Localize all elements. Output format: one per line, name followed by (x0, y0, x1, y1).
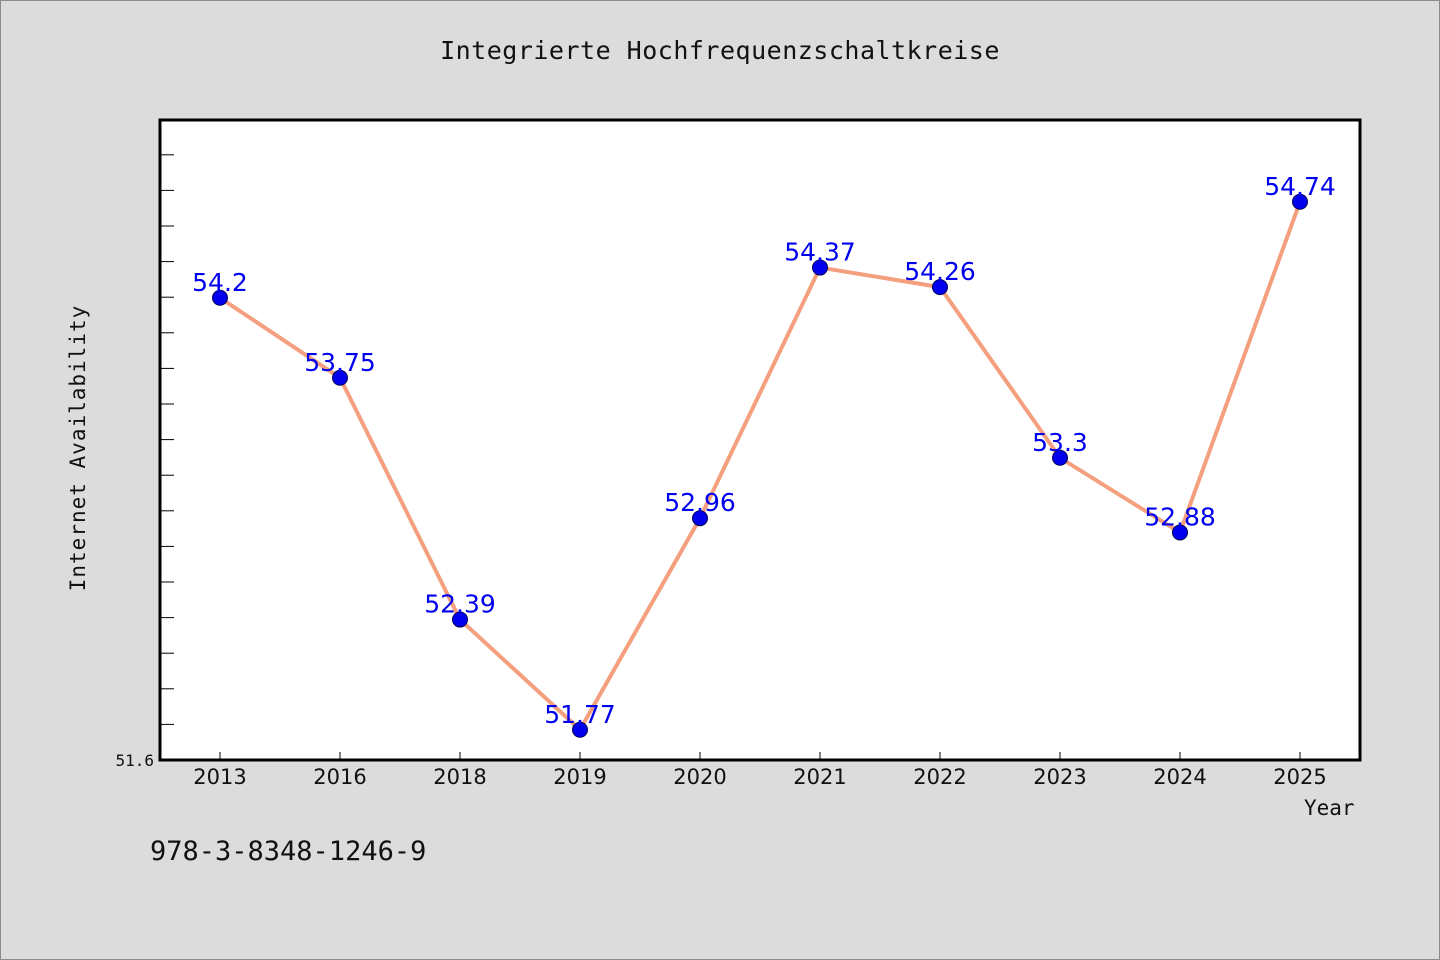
data-label: 54.74 (1264, 172, 1336, 201)
x-tick-label: 2024 (1153, 765, 1206, 789)
x-tick-label: 2023 (1033, 765, 1086, 789)
data-point-marker (692, 510, 708, 527)
x-axis-label: Year (1304, 796, 1355, 820)
data-label: 53.75 (304, 348, 376, 377)
data-label: 54.37 (784, 238, 856, 267)
data-point-marker (332, 369, 348, 386)
x-tick-label: 2013 (193, 765, 246, 789)
data-point-marker (1052, 449, 1068, 466)
x-tick-label: 2025 (1273, 765, 1326, 789)
data-label: 51.77 (544, 700, 616, 729)
x-axis-ticks: 2013 2016 2018 2019 2020 2021 2022 2023 2024 2025 (193, 752, 1327, 789)
x-tick-label: 2020 (673, 765, 726, 789)
data-label: 53.3 (1032, 428, 1088, 457)
isbn-text: 978-3-8348-1246-9 (150, 836, 427, 867)
data-point-marker (452, 611, 468, 628)
data-point-marker (572, 721, 588, 738)
data-point-marker (812, 259, 828, 276)
data-label: 54.26 (904, 257, 976, 286)
data-point-marker (1292, 193, 1308, 210)
data-label: 52.96 (664, 488, 736, 517)
x-tick-label: 2019 (553, 765, 606, 789)
y-axis-minor-ticks (160, 154, 174, 725)
x-tick-label: 2021 (793, 765, 846, 789)
x-tick-label: 2022 (913, 765, 966, 789)
series-line (218, 201, 1302, 732)
data-point-marker (932, 279, 948, 296)
data-label: 54.2 (192, 268, 248, 297)
data-point-marker (1172, 524, 1188, 541)
x-tick-label: 2018 (433, 765, 486, 789)
chart-title: Integrierte Hochfrequenzschaltkreise (440, 36, 1000, 65)
data-point-marker (212, 289, 228, 306)
data-labels: 54.2 53.75 52.39 51.77 52.96 54.37 54.26 53.3 52… (192, 172, 1336, 729)
data-label: 52.39 (424, 590, 496, 619)
x-tick-label: 2016 (313, 765, 366, 789)
y-tick-label: 51.6 (115, 751, 154, 770)
series-markers (212, 193, 1308, 738)
plot-area (158, 118, 1362, 762)
data-label: 52.88 (1144, 502, 1216, 531)
